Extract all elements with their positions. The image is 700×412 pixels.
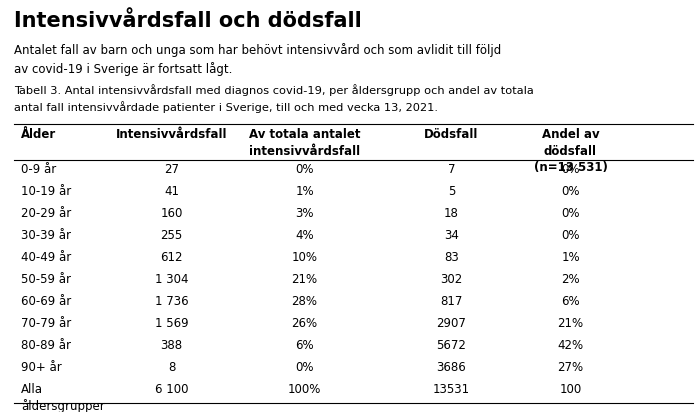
Text: 30-39 år: 30-39 år [21,229,71,242]
Text: 3686: 3686 [437,361,466,374]
Text: Tabell 3. Antal intensivvårdsfall med diagnos covid-19, per åldersgrupp och ande: Tabell 3. Antal intensivvårdsfall med di… [14,84,533,112]
Text: 50-59 år: 50-59 år [21,273,71,286]
Text: 0%: 0% [561,185,580,199]
Text: 41: 41 [164,185,179,199]
Text: 10-19 år: 10-19 år [21,185,71,199]
Text: 70-79 år: 70-79 år [21,317,71,330]
Text: 83: 83 [444,251,459,264]
Text: 100%: 100% [288,383,321,396]
Text: Alla
åldersgrupper: Alla åldersgrupper [21,383,105,412]
Text: 6%: 6% [295,339,314,352]
Text: Dödsfall: Dödsfall [424,128,479,141]
Text: 27: 27 [164,164,179,176]
Text: Antalet fall av barn och unga som har behövt intensivvård och som avlidit till f: Antalet fall av barn och unga som har be… [14,42,501,76]
Text: 21%: 21% [557,317,584,330]
Text: 1 304: 1 304 [155,273,188,286]
Text: 60-69 år: 60-69 år [21,295,71,308]
Text: 18: 18 [444,207,459,220]
Text: 2%: 2% [561,273,580,286]
Text: 255: 255 [160,229,183,242]
Text: 0%: 0% [561,229,580,242]
Text: Av totala antalet
intensivvårdsfall: Av totala antalet intensivvårdsfall [248,128,360,158]
Text: 5: 5 [448,185,455,199]
Text: 0-9 år: 0-9 år [21,164,56,176]
Text: 612: 612 [160,251,183,264]
Text: Andel av
dödsfall
(n=13 531): Andel av dödsfall (n=13 531) [533,128,608,174]
Text: 302: 302 [440,273,463,286]
Text: 817: 817 [440,295,463,308]
Text: 20-29 år: 20-29 år [21,207,71,220]
Text: 6 100: 6 100 [155,383,188,396]
Text: 1%: 1% [561,251,580,264]
Text: 13531: 13531 [433,383,470,396]
Text: 160: 160 [160,207,183,220]
Text: Intensivvårdsfall och dödsfall: Intensivvårdsfall och dödsfall [14,11,362,31]
Text: 8: 8 [168,361,175,374]
Text: 28%: 28% [291,295,318,308]
Text: 80-89 år: 80-89 år [21,339,71,352]
Text: 1 569: 1 569 [155,317,188,330]
Text: 0%: 0% [295,361,314,374]
Text: 100: 100 [559,383,582,396]
Text: 42%: 42% [557,339,584,352]
Text: 7: 7 [448,164,455,176]
Text: 4%: 4% [295,229,314,242]
Text: 5672: 5672 [437,339,466,352]
Text: 1%: 1% [295,185,314,199]
Text: Ålder: Ålder [21,128,56,141]
Text: 40-49 år: 40-49 år [21,251,71,264]
Text: 2907: 2907 [437,317,466,330]
Text: Intensivvårdsfall: Intensivvårdsfall [116,128,228,141]
Text: 388: 388 [160,339,183,352]
Text: 10%: 10% [291,251,318,264]
Text: 21%: 21% [291,273,318,286]
Text: 3%: 3% [295,207,314,220]
Text: 34: 34 [444,229,459,242]
Text: 90+ år: 90+ år [21,361,62,374]
Text: 26%: 26% [291,317,318,330]
Text: 0%: 0% [295,164,314,176]
Text: 6%: 6% [561,295,580,308]
Text: 27%: 27% [557,361,584,374]
Text: 1 736: 1 736 [155,295,188,308]
Text: 0%: 0% [561,164,580,176]
Text: 0%: 0% [561,207,580,220]
